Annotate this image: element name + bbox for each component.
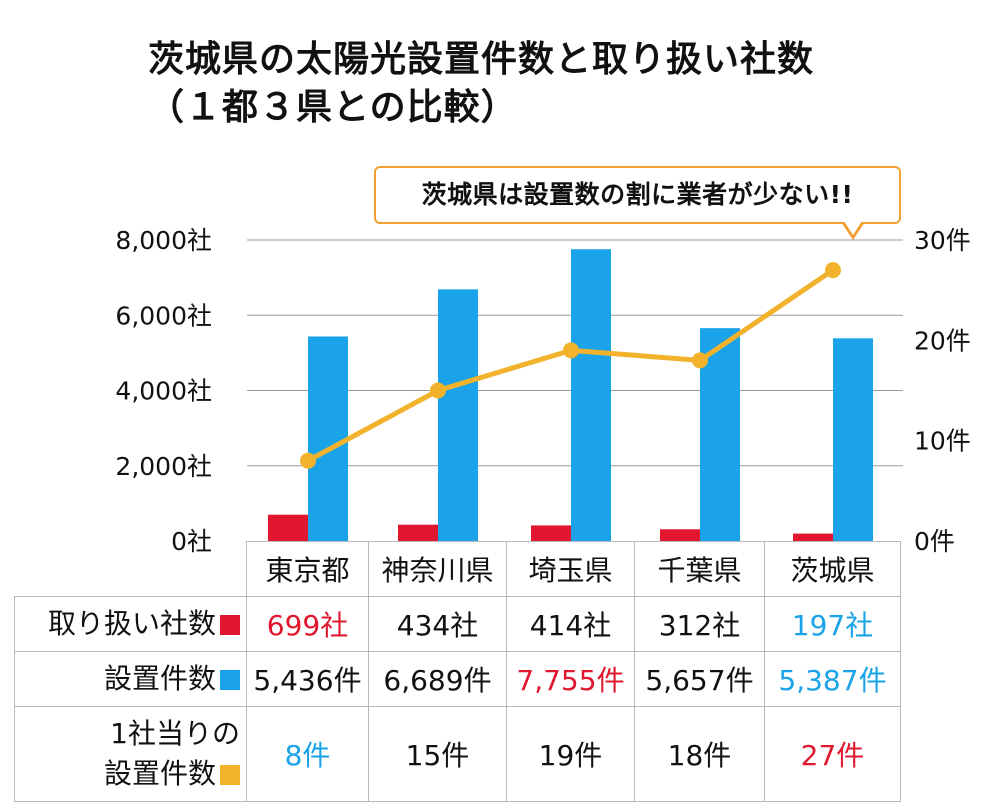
bar-companies <box>268 514 308 541</box>
bar-installations <box>833 338 873 541</box>
table-cell: 434社 <box>368 596 507 652</box>
table-row-companies: 取り扱い社数 699社 434社 414社 312社 197社 <box>14 596 901 652</box>
row-label-text: 取り扱い社数 <box>47 607 216 640</box>
right-axis-tick-label: 0件 <box>914 527 955 556</box>
right-axis-tick-label: 10件 <box>914 427 971 456</box>
left-axis-tick-label: 8,000社 <box>115 226 212 255</box>
table-corner <box>14 541 247 597</box>
column-header: 東京都 <box>246 541 369 597</box>
right-axis-tick-label: 20件 <box>914 326 971 355</box>
title-line-2: （１都３県との比較） <box>148 87 518 128</box>
table-cell: 699社 <box>246 596 369 652</box>
table-cell: 414社 <box>506 596 635 652</box>
table-cell: 6,689件 <box>368 651 507 707</box>
left-axis-tick-label: 2,000社 <box>115 452 212 481</box>
bar-installations <box>438 289 478 541</box>
table-cell: 19件 <box>506 706 635 802</box>
table-cell: 5,387件 <box>764 651 901 707</box>
column-header: 茨城県 <box>764 541 901 597</box>
chart-title: 茨城県の太陽光設置件数と取り扱い社数 （１都３県との比較） <box>148 36 814 132</box>
row-label-text: 設置件数 <box>103 662 216 695</box>
legend-swatch-companies <box>220 615 240 635</box>
table-cell: 8件 <box>246 706 369 802</box>
callout-box: 茨城県は設置数の割に業者が少ない!! <box>374 166 901 224</box>
line-per-company <box>306 268 835 463</box>
point-per-company <box>825 262 841 279</box>
table-row-installations: 設置件数 5,436件 6,689件 7,755件 5,657件 5,387件 <box>14 651 901 707</box>
table-cell: 7,755件 <box>506 651 635 707</box>
bar-installations <box>308 336 348 541</box>
title-line-1: 茨城県の太陽光設置件数と取り扱い社数 <box>148 39 815 80</box>
point-per-company <box>430 382 446 399</box>
row-label: 1社当りの設置件数 <box>14 706 247 802</box>
table-header-row: 東京都 神奈川県 埼玉県 千葉県 茨城県 <box>14 541 901 597</box>
row-label-line-2: 設置件数 <box>103 757 216 790</box>
data-table: 東京都 神奈川県 埼玉県 千葉県 茨城県 取り扱い社数 699社 434社 41… <box>14 541 901 802</box>
bar-installations <box>571 249 611 541</box>
point-per-company <box>300 452 316 469</box>
left-axis-tick-label: 6,000社 <box>115 301 212 330</box>
table-cell: 5,657件 <box>634 651 765 707</box>
legend-swatch-per-company <box>220 765 240 785</box>
legend-swatch-installations <box>220 670 240 690</box>
row-label: 取り扱い社数 <box>14 596 247 652</box>
table-cell: 18件 <box>634 706 765 802</box>
right-axis-tick-label: 30件 <box>914 226 971 255</box>
row-label-line-1: 1社当りの <box>110 717 240 750</box>
table-cell: 27件 <box>764 706 901 802</box>
bar-companies <box>660 529 700 541</box>
table-cell: 15件 <box>368 706 507 802</box>
table-cell: 5,436件 <box>246 651 369 707</box>
row-label: 設置件数 <box>14 651 247 707</box>
table-row-per-company: 1社当りの設置件数 8件 15件 19件 18件 27件 <box>14 706 901 802</box>
column-header: 千葉県 <box>634 541 765 597</box>
column-header: 神奈川県 <box>368 541 507 597</box>
point-per-company <box>563 342 579 359</box>
table-cell: 312社 <box>634 596 765 652</box>
left-axis-tick-label: 4,000社 <box>115 377 212 406</box>
callout-pointer-inner <box>844 221 862 235</box>
bar-companies <box>398 524 438 541</box>
bar-companies <box>793 533 833 541</box>
bar-companies <box>531 525 571 541</box>
table-cell: 197社 <box>764 596 901 652</box>
column-header: 埼玉県 <box>506 541 635 597</box>
point-per-company <box>692 352 708 369</box>
